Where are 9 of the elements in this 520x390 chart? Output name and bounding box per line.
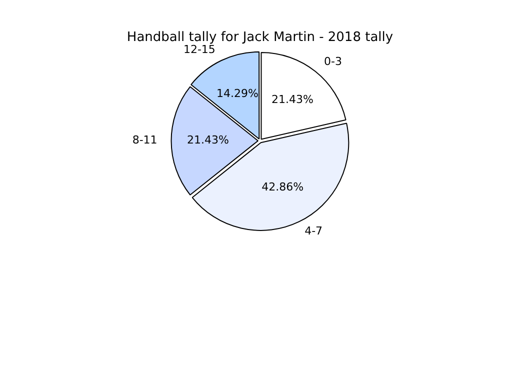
data-label: 21.43%: [187, 134, 229, 147]
slice-label: 0-3: [324, 54, 342, 68]
slice-label: 12-15: [183, 42, 216, 56]
data-label: 42.86%: [262, 180, 304, 194]
data-label: 21.43%: [271, 92, 314, 106]
data-label: 14.29%: [216, 86, 258, 100]
slice-label: 4-7: [304, 224, 323, 238]
slice-label: 8-11: [132, 134, 158, 147]
chart-title: Handball tally for Jack Martin - 2018 tally: [126, 30, 394, 46]
